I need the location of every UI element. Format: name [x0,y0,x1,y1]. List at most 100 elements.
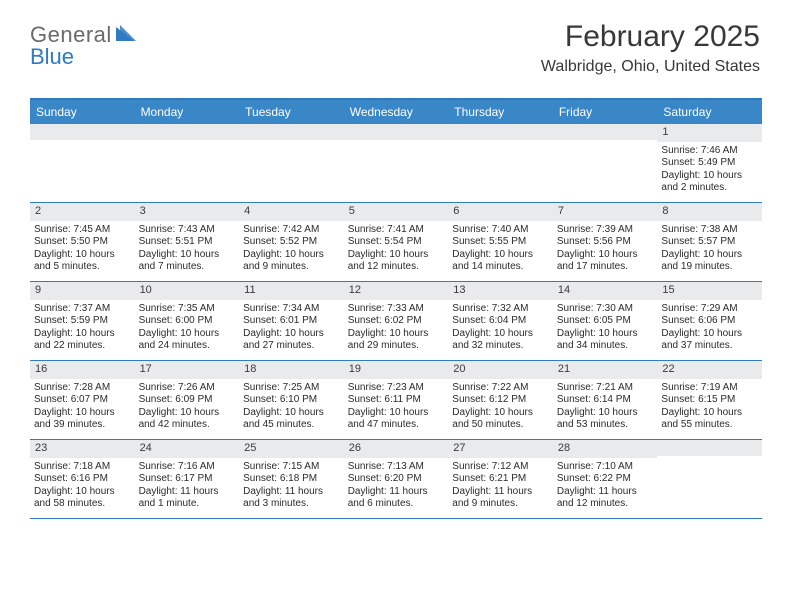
day-number [30,124,135,140]
day-number: 27 [448,440,553,458]
sunrise-line: Sunrise: 7:40 AM [452,224,549,237]
day-number [135,124,240,140]
day-cell: 26Sunrise: 7:13 AMSunset: 6:20 PMDayligh… [344,440,449,518]
daylight-line: Daylight: 10 hours and 19 minutes. [661,249,758,274]
day-cell: 7 Sunrise: 7:39 AMSunset: 5:56 PMDaylight… [553,203,658,281]
day-cell: 4Sunrise: 7:42 AMSunset: 5:52 PMDaylight… [239,203,344,281]
day-number [553,124,658,140]
sunset-line: Sunset: 6:18 PM [243,473,340,486]
sunrise-line: Sunrise: 7:19 AM [661,382,758,395]
day-cell [239,124,344,202]
sunrise-line: Sunrise: 7:30 AM [557,303,654,316]
daylight-line: Daylight: 10 hours and 34 minutes. [557,328,654,353]
daylight-line: Daylight: 10 hours and 39 minutes. [34,407,131,432]
daylight-line: Daylight: 11 hours and 12 minutes. [557,486,654,511]
daylight-line: Daylight: 11 hours and 3 minutes. [243,486,340,511]
day-number: 7 [553,203,658,221]
day-cell [657,440,762,518]
day-cell: 13Sunrise: 7:32 AMSunset: 6:04 PMDayligh… [448,282,553,360]
day-cell [135,124,240,202]
day-cell [448,124,553,202]
sunset-line: Sunset: 6:00 PM [139,315,236,328]
logo-sail-icon [116,23,140,41]
day-number: 22 [657,361,762,379]
month-title: February 2025 [541,20,760,54]
daylight-line: Daylight: 10 hours and 22 minutes. [34,328,131,353]
sunrise-line: Sunrise: 7:25 AM [243,382,340,395]
sunrise-line: Sunrise: 7:45 AM [34,224,131,237]
day-number: 13 [448,282,553,300]
sunrise-line: Sunrise: 7:22 AM [452,382,549,395]
sunrise-line: Sunrise: 7:16 AM [139,461,236,474]
sunrise-line: Sunrise: 7:34 AM [243,303,340,316]
day-header: Friday [553,100,658,124]
day-header: Sunday [30,100,135,124]
calendar: SundayMondayTuesdayWednesdayThursdayFrid… [30,100,762,519]
day-number [344,124,449,140]
sunrise-line: Sunrise: 7:35 AM [139,303,236,316]
sunrise-line: Sunrise: 7:26 AM [139,382,236,395]
day-cell: 24Sunrise: 7:16 AMSunset: 6:17 PMDayligh… [135,440,240,518]
day-number: 2 [30,203,135,221]
day-cell: 10Sunrise: 7:35 AMSunset: 6:00 PMDayligh… [135,282,240,360]
sunset-line: Sunset: 5:55 PM [452,236,549,249]
day-cell: 3Sunrise: 7:43 AMSunset: 5:51 PMDaylight… [135,203,240,281]
sunset-line: Sunset: 6:04 PM [452,315,549,328]
day-cell: 11Sunrise: 7:34 AMSunset: 6:01 PMDayligh… [239,282,344,360]
day-cell [30,124,135,202]
sunrise-line: Sunrise: 7:43 AM [139,224,236,237]
day-number: 26 [344,440,449,458]
daylight-line: Daylight: 10 hours and 32 minutes. [452,328,549,353]
daylight-line: Daylight: 10 hours and 45 minutes. [243,407,340,432]
day-cell: 6Sunrise: 7:40 AMSunset: 5:55 PMDaylight… [448,203,553,281]
day-number: 24 [135,440,240,458]
sunrise-line: Sunrise: 7:12 AM [452,461,549,474]
sunset-line: Sunset: 6:22 PM [557,473,654,486]
day-header: Saturday [657,100,762,124]
day-cell: 20Sunrise: 7:22 AMSunset: 6:12 PMDayligh… [448,361,553,439]
sunset-line: Sunset: 6:07 PM [34,394,131,407]
sunset-line: Sunset: 6:21 PM [452,473,549,486]
day-cell [344,124,449,202]
daylight-line: Daylight: 10 hours and 53 minutes. [557,407,654,432]
day-cell: 16 Sunrise: 7:28 AMSunset: 6:07 PMDayligh… [30,361,135,439]
sunset-line: Sunset: 6:14 PM [557,394,654,407]
sunrise-line: Sunrise: 7:46 AM [661,145,758,158]
day-cell: 2Sunrise: 7:45 AMSunset: 5:50 PMDaylight… [30,203,135,281]
day-number: 25 [239,440,344,458]
daylight-line: Daylight: 10 hours and 2 minutes. [661,170,758,195]
daylight-line: Daylight: 10 hours and 24 minutes. [139,328,236,353]
daylight-line: Daylight: 11 hours and 6 minutes. [348,486,445,511]
sunrise-line: Sunrise: 7:21 AM [557,382,654,395]
daylight-line: Daylight: 10 hours and 50 minutes. [452,407,549,432]
sunset-line: Sunset: 5:56 PM [557,236,654,249]
day-number [239,124,344,140]
sunrise-line: Sunrise: 7:33 AM [348,303,445,316]
day-number: 11 [239,282,344,300]
day-cell: 18Sunrise: 7:25 AMSunset: 6:10 PMDayligh… [239,361,344,439]
day-cell: 5Sunrise: 7:41 AMSunset: 5:54 PMDaylight… [344,203,449,281]
day-header: Wednesday [344,100,449,124]
day-cell: 22Sunrise: 7:19 AMSunset: 6:15 PMDayligh… [657,361,762,439]
sunset-line: Sunset: 6:15 PM [661,394,758,407]
day-number: 12 [344,282,449,300]
header: February 2025 Walbridge, Ohio, United St… [541,20,760,76]
daylight-line: Daylight: 10 hours and 17 minutes. [557,249,654,274]
sunset-line: Sunset: 5:54 PM [348,236,445,249]
sunset-line: Sunset: 6:16 PM [34,473,131,486]
day-cell: 8Sunrise: 7:38 AMSunset: 5:57 PMDaylight… [657,203,762,281]
daylight-line: Daylight: 10 hours and 12 minutes. [348,249,445,274]
location: Walbridge, Ohio, United States [541,58,760,76]
day-number: 16 [30,361,135,379]
logo-text-blue: Blue [30,44,74,69]
week-row: 9Sunrise: 7:37 AMSunset: 5:59 PMDaylight… [30,282,762,361]
sunrise-line: Sunrise: 7:28 AM [34,382,131,395]
day-number: 18 [239,361,344,379]
sunrise-line: Sunrise: 7:38 AM [661,224,758,237]
sunrise-line: Sunrise: 7:29 AM [661,303,758,316]
day-header: Thursday [448,100,553,124]
day-number: 5 [344,203,449,221]
daylight-line: Daylight: 11 hours and 1 minute. [139,486,236,511]
day-number: 4 [239,203,344,221]
sunrise-line: Sunrise: 7:39 AM [557,224,654,237]
